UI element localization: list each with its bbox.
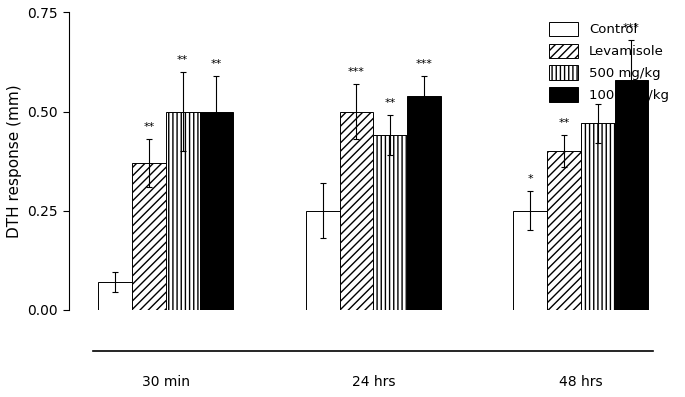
- Bar: [547, 151, 581, 310]
- Bar: [132, 163, 166, 310]
- Bar: [306, 210, 340, 310]
- Bar: [407, 96, 440, 310]
- Text: ***: ***: [623, 23, 640, 33]
- Bar: [581, 123, 614, 310]
- Bar: [166, 112, 199, 310]
- Text: **: **: [558, 118, 569, 128]
- Bar: [513, 210, 547, 310]
- Text: ***: ***: [415, 59, 432, 69]
- Text: 30 min: 30 min: [142, 375, 190, 389]
- Y-axis label: DTH response (mm): DTH response (mm): [7, 84, 22, 238]
- Text: **: **: [211, 59, 222, 69]
- Text: *: *: [527, 173, 533, 184]
- Text: 24 hrs: 24 hrs: [351, 375, 395, 389]
- Bar: [373, 135, 407, 310]
- Bar: [199, 112, 233, 310]
- Text: **: **: [143, 122, 155, 132]
- Legend: Control, Levamisole, 500 mg/kg, 1000 mg/kg: Control, Levamisole, 500 mg/kg, 1000 mg/…: [547, 19, 671, 104]
- Bar: [614, 80, 648, 310]
- Text: **: **: [384, 98, 396, 108]
- Text: **: **: [177, 55, 188, 65]
- Text: ***: ***: [348, 67, 365, 77]
- Bar: [340, 112, 373, 310]
- Text: 48 hrs: 48 hrs: [559, 375, 603, 389]
- Bar: [99, 282, 132, 310]
